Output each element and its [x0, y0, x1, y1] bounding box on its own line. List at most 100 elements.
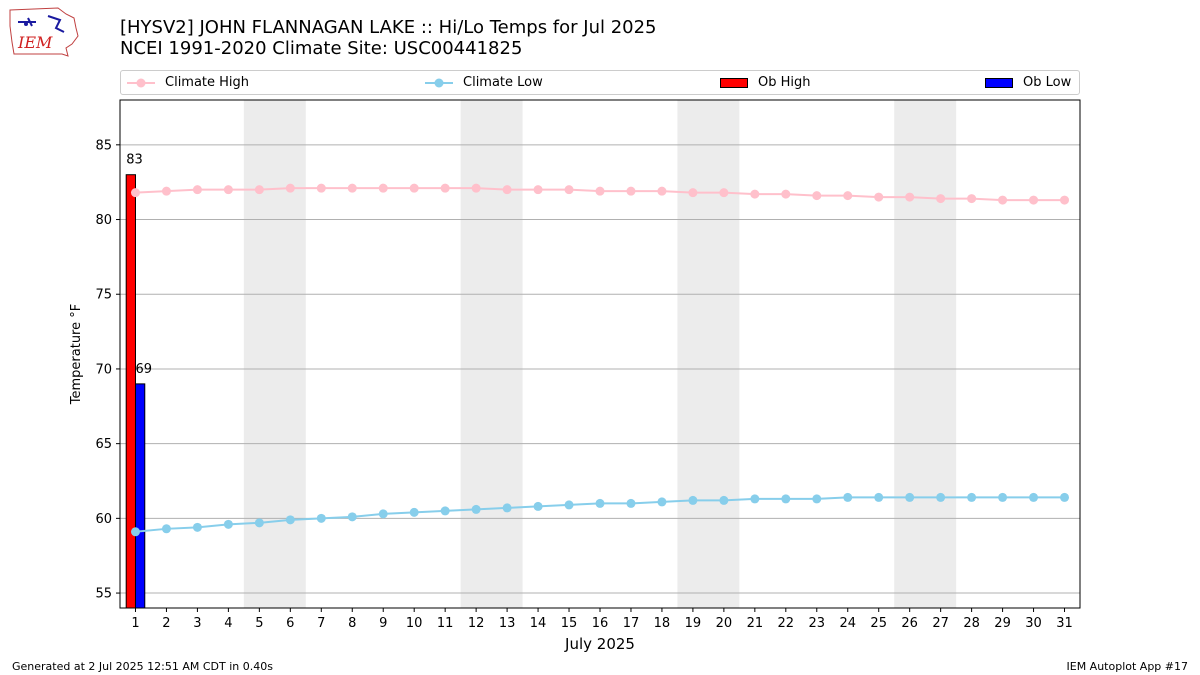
climate-low-point: [471, 504, 481, 514]
climate-low-point: [843, 492, 853, 502]
x-tick-label: 4: [224, 616, 232, 631]
climate-high-point: [130, 188, 140, 198]
climate-high-point: [161, 186, 171, 196]
climate-high-point: [936, 194, 946, 204]
footer-app: IEM Autoplot App #17: [1066, 660, 1189, 673]
climate-high-point: [347, 183, 357, 193]
x-tick-label: 16: [592, 616, 609, 631]
climate-low-point: [812, 494, 822, 504]
x-tick-label: 23: [809, 616, 826, 631]
climate-low-point: [688, 495, 698, 505]
climate-low-point: [161, 524, 171, 534]
x-tick-label: 17: [623, 616, 640, 631]
climate-high-point: [409, 183, 419, 193]
y-tick-label: 70: [95, 362, 112, 377]
climate-low-point: [781, 494, 791, 504]
climate-high-point: [998, 195, 1008, 205]
ob-low-bar-label: 69: [135, 362, 152, 377]
x-tick-label: 6: [286, 616, 294, 631]
climate-high-point: [874, 192, 884, 202]
x-tick-label: 28: [963, 616, 980, 631]
climate-high-point: [564, 185, 574, 195]
legend-climate-low-marker: [425, 78, 453, 87]
weekend-band: [243, 100, 306, 608]
climate-low-point: [1029, 492, 1039, 502]
climate-low-point: [564, 500, 574, 510]
climate-high-point: [285, 183, 295, 193]
x-tick-label: 29: [994, 616, 1011, 631]
climate-high-point: [254, 185, 264, 195]
x-tick-label: 15: [561, 616, 578, 631]
x-tick-label: 19: [685, 616, 702, 631]
climate-low-point: [967, 492, 977, 502]
climate-high-point: [533, 185, 543, 195]
climate-high-point: [1060, 195, 1070, 205]
chart-title: [HYSV2] JOHN FLANNAGAN LAKE :: Hi/Lo Tem…: [120, 17, 657, 59]
climate-low-point: [254, 518, 264, 528]
title-line-1: [HYSV2] JOHN FLANNAGAN LAKE :: Hi/Lo Tem…: [120, 17, 657, 38]
x-tick-label: 18: [654, 616, 671, 631]
climate-high-point: [192, 185, 202, 195]
climate-low-point: [657, 497, 667, 507]
y-tick-label: 80: [95, 213, 112, 228]
x-tick-label: 26: [901, 616, 918, 631]
legend-ob-low: Ob Low: [985, 71, 1071, 94]
climate-low-point: [936, 492, 946, 502]
footer-generated: Generated at 2 Jul 2025 12:51 AM CDT in …: [12, 660, 273, 673]
x-tick-label: 11: [437, 616, 454, 631]
climate-low-point: [378, 509, 388, 519]
climate-high-point: [223, 185, 233, 195]
x-tick-label: 5: [255, 616, 263, 631]
climate-low-point: [130, 527, 140, 537]
x-tick-label: 12: [468, 616, 485, 631]
climate-high-point: [378, 183, 388, 193]
x-tick-label: 30: [1025, 616, 1042, 631]
legend-ob-low-marker: [985, 77, 1013, 88]
iem-logo: IEM: [9, 7, 79, 57]
climate-low-point: [874, 492, 884, 502]
weekend-band: [460, 100, 523, 608]
y-axis-label: Temperature °F: [69, 304, 84, 405]
climate-high-point: [471, 183, 481, 193]
climate-low-point: [1060, 492, 1070, 502]
climate-high-point: [781, 189, 791, 199]
x-axis-label: July 2025: [564, 635, 635, 653]
x-tick-label: 3: [193, 616, 201, 631]
x-tick-label: 7: [317, 616, 325, 631]
legend-climate-low: Climate Low: [425, 71, 543, 94]
x-tick-label: 8: [348, 616, 356, 631]
legend-ob-low-label: Ob Low: [1023, 75, 1072, 90]
climate-low-point: [905, 492, 915, 502]
climate-low-point: [750, 494, 760, 504]
legend-climate-high-marker: [127, 78, 155, 87]
y-tick-label: 60: [95, 512, 112, 527]
climate-high-point: [626, 186, 636, 196]
climate-low-point: [626, 498, 636, 508]
climate-high-point: [967, 194, 977, 204]
climate-high-point: [719, 188, 729, 198]
x-tick-label: 13: [499, 616, 516, 631]
logo-text: IEM: [17, 33, 53, 52]
weekend-band: [677, 100, 740, 608]
climate-high-point: [843, 191, 853, 201]
legend-ob-high-marker: [720, 77, 748, 88]
legend-ob-high: Ob High: [720, 71, 811, 94]
x-tick-label: 27: [932, 616, 949, 631]
x-tick-label: 9: [379, 616, 387, 631]
x-tick-label: 14: [530, 616, 547, 631]
climate-high-point: [812, 191, 822, 201]
x-tick-label: 25: [870, 616, 887, 631]
weekend-band: [894, 100, 957, 608]
climate-low-point: [502, 503, 512, 513]
legend-climate-high-label: Climate High: [165, 75, 250, 90]
legend-ob-high-label: Ob High: [758, 75, 811, 90]
climate-high-point: [657, 186, 667, 196]
climate-high-point: [688, 188, 698, 198]
climate-high-point: [1029, 195, 1039, 205]
ob-high-bar: [125, 174, 136, 609]
ob-low-bar: [134, 383, 146, 609]
title-line-2: NCEI 1991-2020 Climate Site: USC00441825: [120, 38, 523, 59]
climate-low-point: [285, 515, 295, 525]
climate-high-point: [440, 183, 450, 193]
